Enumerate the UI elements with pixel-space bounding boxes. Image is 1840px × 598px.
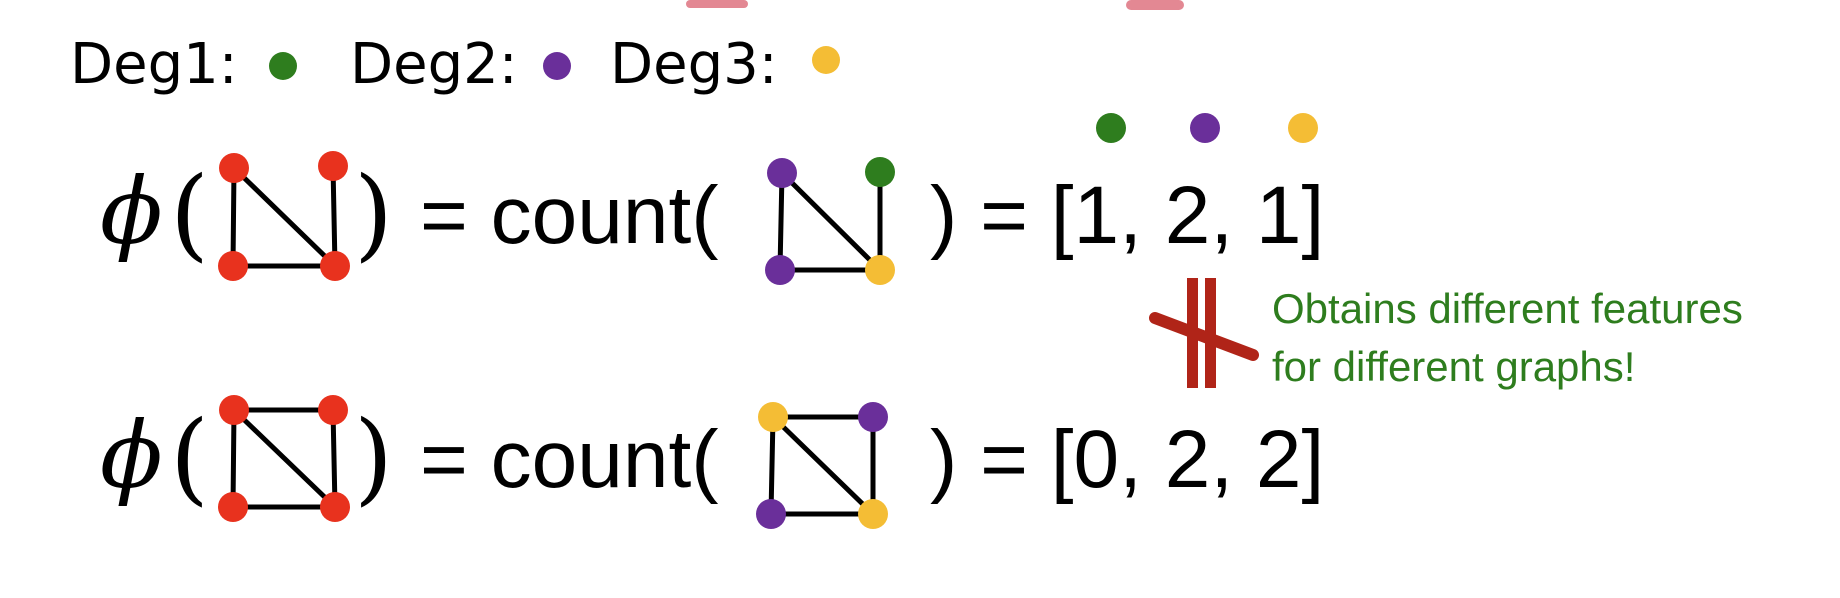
node bbox=[219, 395, 249, 425]
edge bbox=[770, 414, 876, 517]
legend-deg1-dot bbox=[269, 52, 297, 80]
edge bbox=[330, 163, 338, 269]
edge bbox=[777, 170, 785, 273]
node-deg2 bbox=[858, 402, 888, 432]
input-graph-1 bbox=[218, 151, 350, 281]
edge bbox=[230, 165, 237, 269]
legend-deg1-label: Deg1: bbox=[70, 32, 238, 97]
annotation: Obtains different features for different… bbox=[1272, 285, 1743, 390]
node-deg3 bbox=[858, 499, 888, 529]
legend-deg3-dot bbox=[812, 46, 840, 74]
edge bbox=[330, 407, 338, 510]
node-deg1 bbox=[865, 157, 895, 187]
edge bbox=[230, 407, 237, 510]
edge bbox=[231, 165, 338, 269]
edge bbox=[768, 414, 776, 517]
equals-count: = count( bbox=[420, 170, 719, 261]
colored-graph-2 bbox=[756, 402, 888, 529]
node-deg2 bbox=[765, 255, 795, 285]
annotation-line-2: for different graphs! bbox=[1272, 343, 1635, 390]
node bbox=[218, 251, 248, 281]
colored-graph-1 bbox=[765, 157, 895, 285]
column-dot-deg2 bbox=[1190, 113, 1220, 143]
open-paren: ( bbox=[170, 155, 209, 272]
node bbox=[219, 153, 249, 183]
node bbox=[318, 151, 348, 181]
equation-2: ϕ ( ) = count( ) = [0, 2, 2] bbox=[100, 395, 1324, 529]
column-dot-deg3 bbox=[1288, 113, 1318, 143]
legend-deg2-dot bbox=[543, 52, 571, 80]
not-equal-icon bbox=[1149, 278, 1259, 388]
column-dot-deg1 bbox=[1096, 113, 1126, 143]
input-graph-2 bbox=[218, 395, 350, 522]
edge bbox=[231, 407, 338, 510]
phi-symbol: ϕ bbox=[100, 158, 163, 265]
open-paren: ( bbox=[170, 399, 209, 516]
not-equal-slash bbox=[1149, 312, 1259, 361]
node bbox=[318, 395, 348, 425]
node bbox=[320, 251, 350, 281]
node bbox=[218, 492, 248, 522]
legend: Deg1: Deg2: Deg3: bbox=[70, 32, 840, 97]
close-paren: ) bbox=[354, 155, 393, 272]
node-deg3 bbox=[758, 402, 788, 432]
node-deg2 bbox=[767, 158, 797, 188]
legend-deg2-label: Deg2: bbox=[350, 32, 518, 97]
feature-column-dots bbox=[1096, 113, 1318, 143]
node-deg2 bbox=[756, 499, 786, 529]
edge bbox=[779, 170, 883, 273]
node-deg3 bbox=[865, 255, 895, 285]
node bbox=[320, 492, 350, 522]
legend-deg3-label: Deg3: bbox=[610, 32, 778, 97]
feature-vector-1: ) = [1, 2, 1] bbox=[930, 170, 1324, 261]
close-paren: ) bbox=[354, 399, 393, 516]
equation-1: ϕ ( ) = count( ) = [1, 2, 1] bbox=[100, 151, 1324, 285]
feature-vector-2: ) = [0, 2, 2] bbox=[930, 414, 1324, 505]
phi-symbol: ϕ bbox=[100, 402, 163, 509]
annotation-line-1: Obtains different features bbox=[1272, 285, 1743, 332]
cropped-title-fragment bbox=[686, 0, 1184, 10]
equals-count: = count( bbox=[420, 414, 719, 505]
